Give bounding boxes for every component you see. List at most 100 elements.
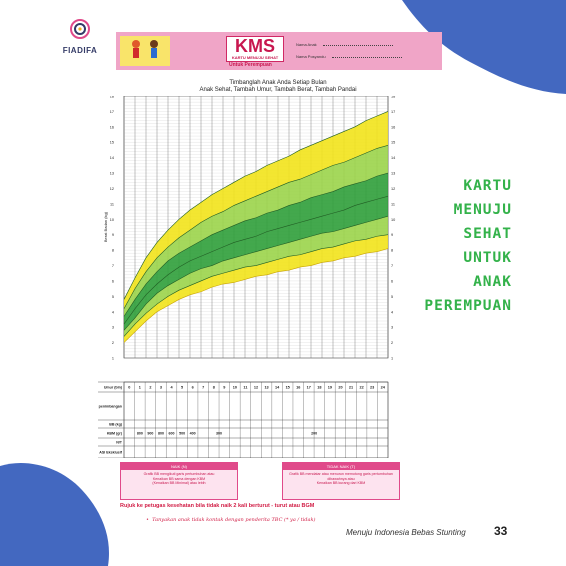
side-title-line-3: SEHAT bbox=[408, 222, 512, 246]
x-tick-label: 11 bbox=[243, 386, 247, 390]
y-tick-label-left: 10 bbox=[110, 218, 114, 222]
y-tick-label-right: 2 bbox=[391, 341, 393, 345]
kbm-value: 500 bbox=[179, 432, 185, 436]
kms-card: KMS KARTU MENUJU SEHAT Untuk Perempuan N… bbox=[58, 30, 398, 508]
kbm-value: 600 bbox=[169, 432, 175, 436]
y-tick-label-left: 14 bbox=[110, 156, 114, 160]
tidak-naik-text-2: Kenaikan BB kurang dari KBM bbox=[287, 481, 395, 486]
x-tick-label: 23 bbox=[370, 386, 374, 390]
y-tick-label-left: 9 bbox=[112, 233, 114, 237]
x-tick-label: 8 bbox=[213, 386, 215, 390]
x-tick-label: 3 bbox=[160, 386, 162, 390]
y-tick-label-left: 6 bbox=[112, 279, 114, 283]
tidak-naik-box: TIDAK NAIK (T) Grafik BB mendatar atau m… bbox=[282, 462, 400, 500]
y-tick-label-left: 5 bbox=[112, 295, 114, 299]
kms-logo-box: KMS KARTU MENUJU SEHAT bbox=[226, 36, 284, 62]
child-name-field: Nama Anak bbox=[296, 42, 393, 47]
y-tick-label-left: 2 bbox=[112, 341, 114, 345]
tbc-question-text: Tanyakan anak tidak kontak dengan pender… bbox=[152, 517, 315, 523]
table-row-label: BB (kg) bbox=[109, 423, 123, 427]
y-tick-label-right: 16 bbox=[391, 125, 395, 129]
x-tick-label: 6 bbox=[192, 386, 194, 390]
y-tick-label-right: 11 bbox=[391, 202, 395, 206]
side-title-line-4: UNTUK bbox=[408, 246, 512, 270]
y-tick-label-right: 13 bbox=[391, 172, 395, 176]
table-row-label: Umur (bln) bbox=[104, 386, 123, 390]
posyandu-name-field: Nama Posyandu bbox=[296, 54, 402, 59]
y-tick-label-right: 6 bbox=[391, 279, 393, 283]
side-title-line-2: MENUJU bbox=[408, 198, 512, 222]
y-tick-label-right: 14 bbox=[391, 156, 395, 160]
y-tick-label-right: 10 bbox=[391, 218, 395, 222]
y-tick-label-left: 16 bbox=[110, 125, 114, 129]
kms-gender-label: Untuk Perempuan bbox=[229, 62, 272, 68]
y-tick-label-left: 11 bbox=[110, 202, 114, 206]
kbm-value: 300 bbox=[216, 432, 222, 436]
table-row-label: ASI Eksklusif bbox=[99, 451, 123, 455]
y-axis-label: Berat Badan (kg) bbox=[103, 211, 108, 242]
kbm-value: 900 bbox=[147, 432, 153, 436]
kbm-value: 800 bbox=[158, 432, 164, 436]
child-name-label: Nama Anak bbox=[296, 42, 317, 47]
table-row-label: Bulan penimbangan bbox=[98, 405, 122, 409]
side-title-line-1: KARTU bbox=[408, 174, 512, 198]
y-tick-label-right: 15 bbox=[391, 141, 395, 145]
x-tick-label: 9 bbox=[223, 386, 225, 390]
tidak-naik-body: Grafik BB mendatar atau menurun memotong… bbox=[283, 470, 399, 488]
naik-box: NAIK (N) Grafik BB mengikuti garis pertu… bbox=[120, 462, 238, 500]
kms-title: KMS bbox=[227, 37, 283, 55]
posyandu-name-label: Nama Posyandu bbox=[296, 54, 326, 59]
referral-note: Rujuk ke petugas kesehatan bila tidak na… bbox=[120, 503, 314, 509]
x-tick-label: 18 bbox=[317, 386, 321, 390]
y-tick-label-left: 17 bbox=[110, 110, 114, 114]
chart-title-line2: Anak Sehat, Tambah Umur, Tambah Berat, T… bbox=[158, 87, 398, 94]
x-tick-label: 22 bbox=[359, 386, 363, 390]
kids-icon bbox=[120, 36, 170, 66]
x-tick-label: 16 bbox=[296, 386, 300, 390]
side-title-line-6: PEREMPUAN bbox=[408, 294, 512, 318]
y-tick-label-right: 7 bbox=[391, 264, 393, 268]
kids-illustration bbox=[120, 36, 170, 66]
y-tick-label-right: 17 bbox=[391, 110, 395, 114]
y-tick-label-left: 8 bbox=[112, 249, 114, 253]
y-tick-label-right: 9 bbox=[391, 233, 393, 237]
y-tick-label-right: 3 bbox=[391, 326, 393, 330]
y-tick-label-left: 7 bbox=[112, 264, 114, 268]
x-tick-label: 15 bbox=[286, 386, 290, 390]
y-tick-label-left: 12 bbox=[110, 187, 114, 191]
x-tick-label: 7 bbox=[202, 386, 204, 390]
naik-body: Grafik BB mengikuti garis pertumbuhan at… bbox=[121, 470, 237, 488]
y-tick-label-left: 3 bbox=[112, 326, 114, 330]
y-tick-label-right: 8 bbox=[391, 249, 393, 253]
table-row-label: KBM (gr) bbox=[107, 432, 123, 436]
y-tick-label-left: 1 bbox=[112, 357, 114, 361]
naik-heading: NAIK (N) bbox=[121, 463, 237, 470]
footer-text: Menuju Indonesia Bebas Stunting bbox=[346, 528, 466, 537]
x-tick-label: 20 bbox=[338, 386, 342, 390]
kbm-value: 400 bbox=[190, 432, 196, 436]
x-tick-label: 19 bbox=[328, 386, 332, 390]
y-tick-label-left: 4 bbox=[112, 310, 114, 314]
y-tick-label-right: 1 bbox=[391, 357, 393, 361]
chart-title: Timbanglah Anak Anda Setiap Bulan Anak S… bbox=[158, 80, 398, 94]
side-title-line-5: ANAK bbox=[408, 270, 512, 294]
x-tick-label: 10 bbox=[233, 386, 237, 390]
tidak-naik-heading: TIDAK NAIK (T) bbox=[283, 463, 399, 470]
x-tick-label: 1 bbox=[139, 386, 141, 390]
kbm-value: 800 bbox=[137, 432, 143, 436]
y-tick-label-left: 18 bbox=[110, 96, 114, 99]
table-row-label: N/T bbox=[116, 441, 123, 445]
y-tick-label-right: 18 bbox=[391, 96, 395, 99]
y-tick-label-right: 12 bbox=[391, 187, 395, 191]
x-tick-label: 5 bbox=[181, 386, 183, 390]
x-tick-label: 17 bbox=[307, 386, 311, 390]
y-tick-label-left: 13 bbox=[110, 172, 114, 176]
y-tick-label-right: 5 bbox=[391, 295, 393, 299]
chart-title-line1: Timbanglah Anak Anda Setiap Bulan bbox=[158, 80, 398, 87]
kms-subtitle: KARTU MENUJU SEHAT bbox=[227, 55, 283, 60]
kbm-value: 200 bbox=[311, 432, 317, 436]
x-tick-label: 0 bbox=[128, 386, 130, 390]
tbc-question: • Tanyakan anak tidak kontak dengan pend… bbox=[146, 517, 315, 523]
x-tick-label: 12 bbox=[254, 386, 258, 390]
y-tick-label-left: 15 bbox=[110, 141, 114, 145]
